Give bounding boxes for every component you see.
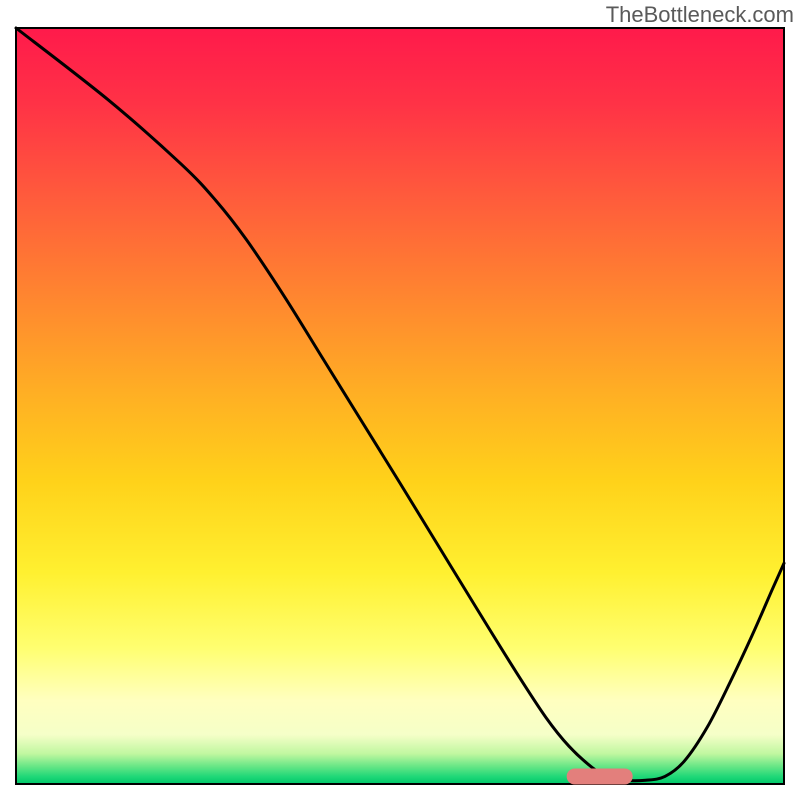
bottleneck-chart bbox=[0, 0, 800, 800]
chart-background bbox=[16, 28, 784, 784]
watermark-text: TheBottleneck.com bbox=[606, 2, 794, 28]
chart-container: TheBottleneck.com bbox=[0, 0, 800, 800]
optimal-marker bbox=[567, 768, 633, 784]
